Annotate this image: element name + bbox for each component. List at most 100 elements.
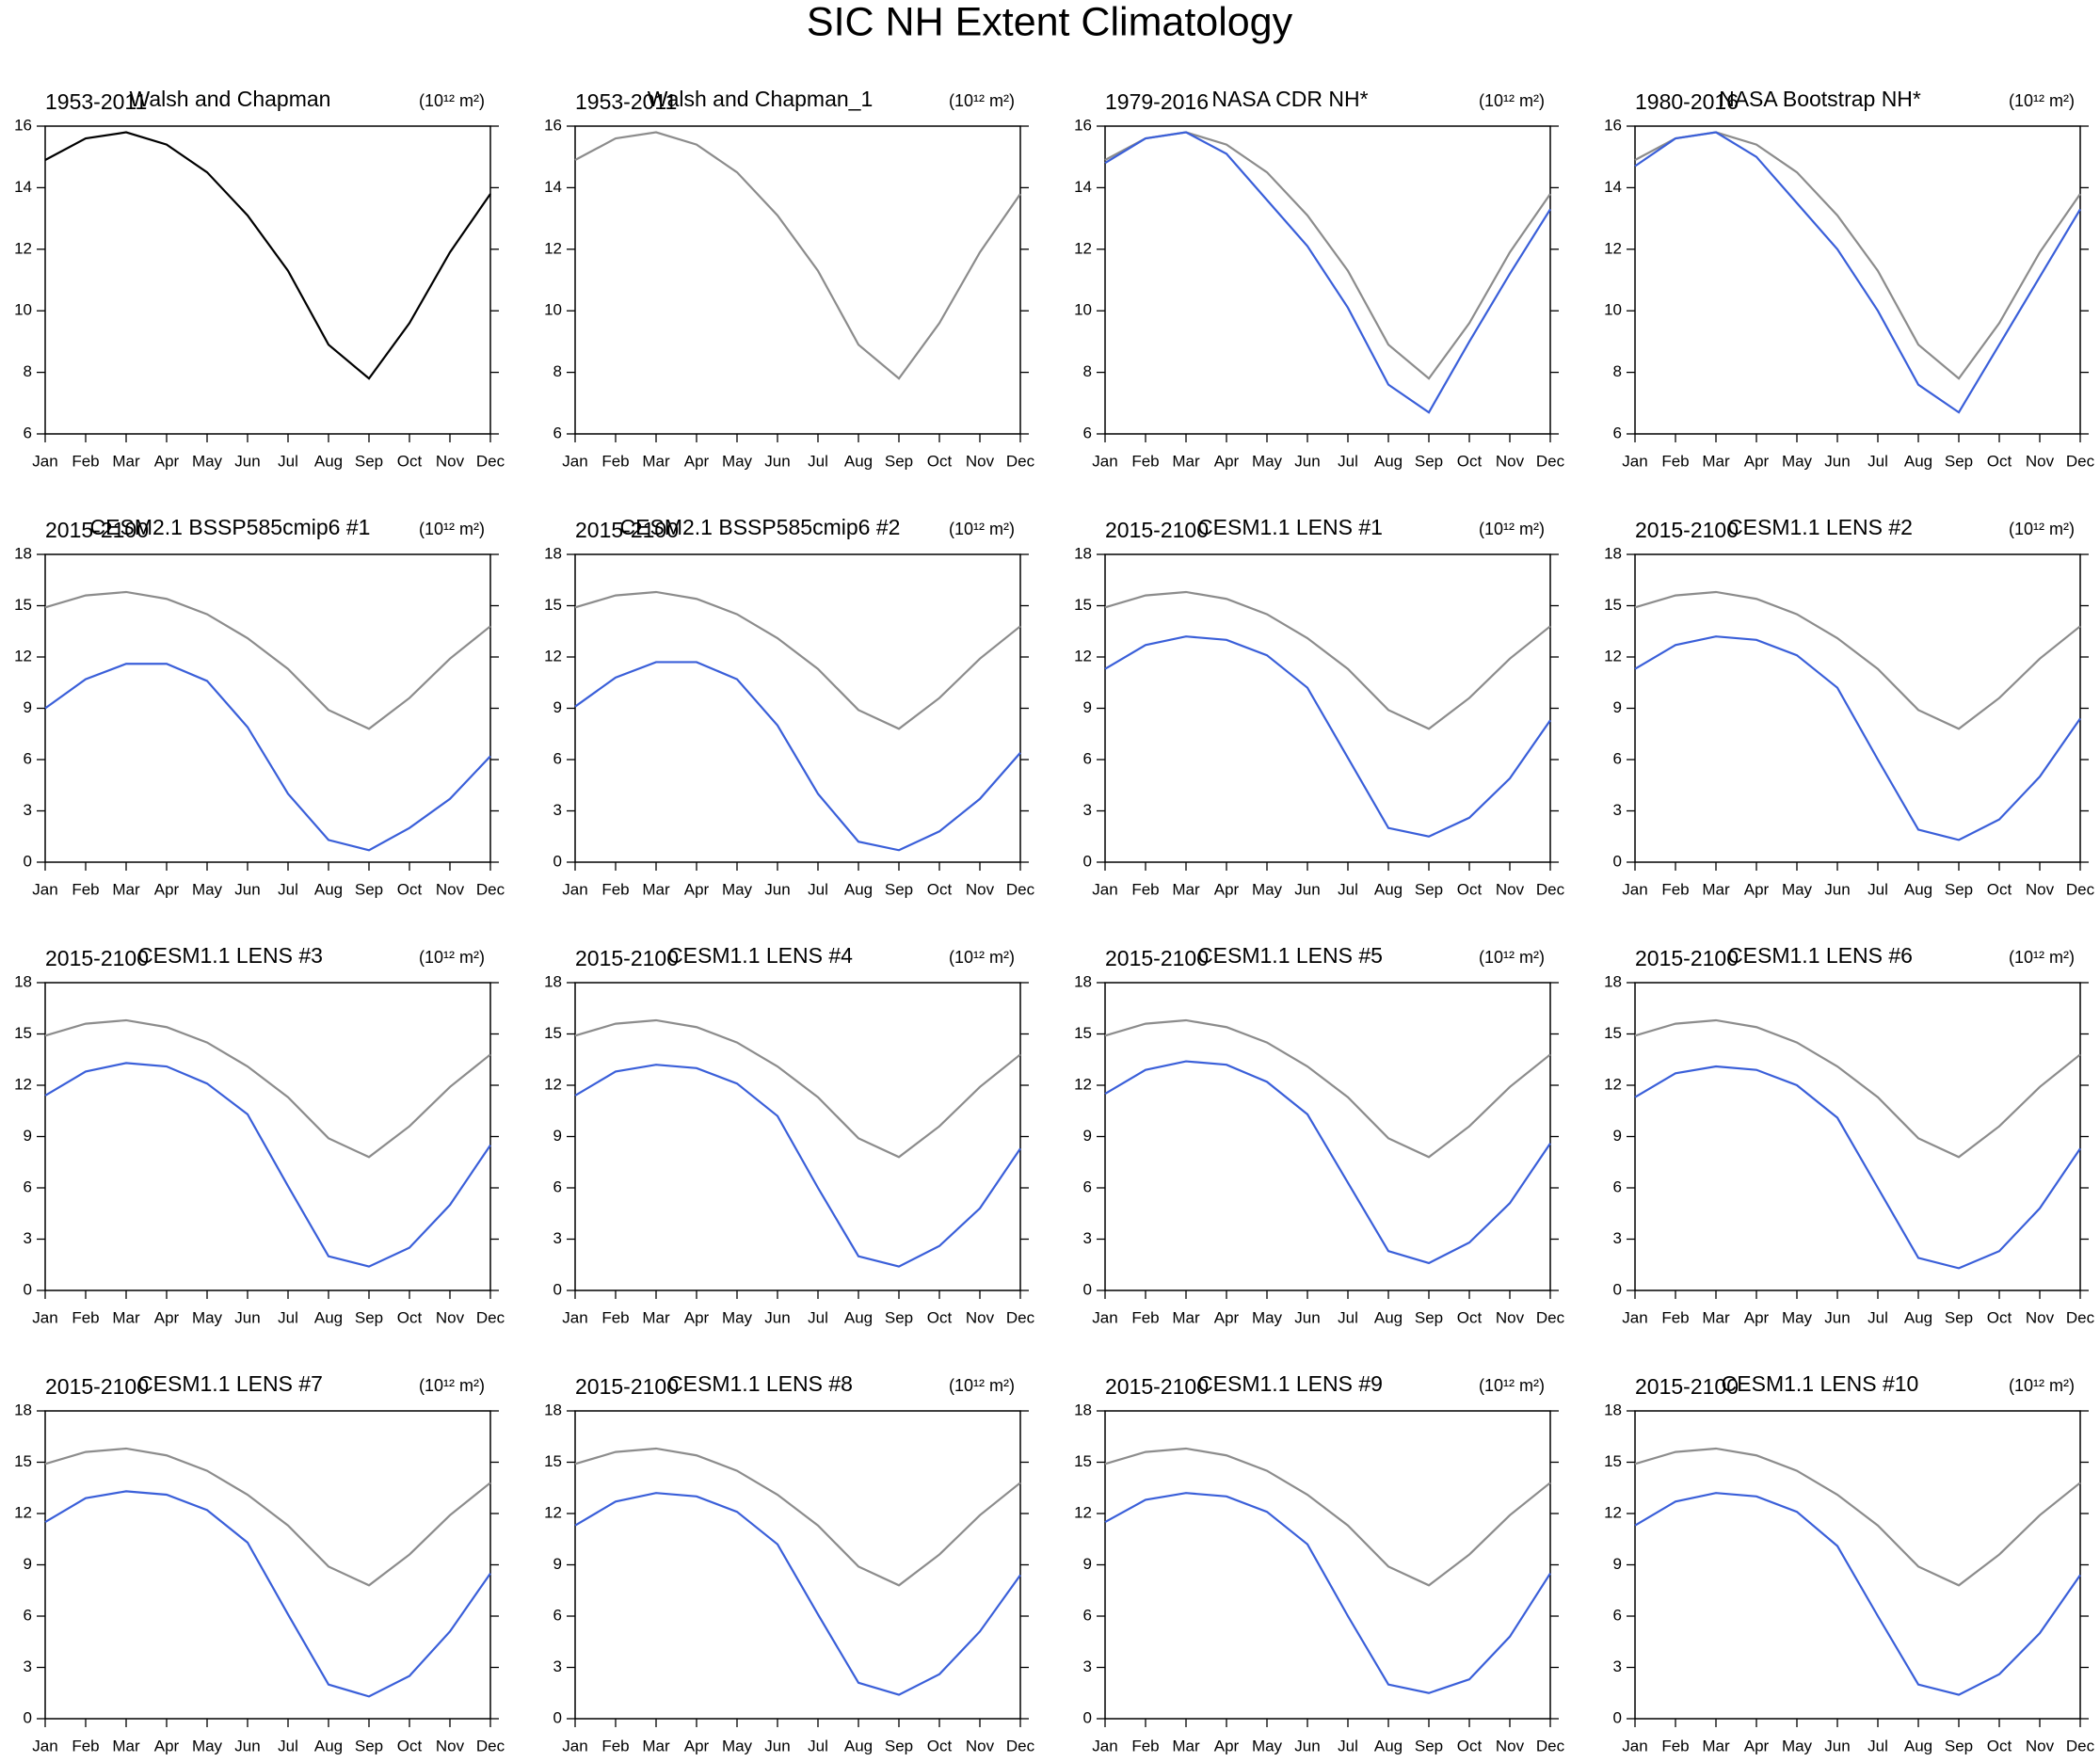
panel-period: 1953-2011 [45, 89, 147, 114]
y-tick-label: 16 [544, 116, 562, 134]
y-tick-label: 3 [553, 1658, 562, 1675]
y-tick-label: 6 [1083, 1606, 1092, 1624]
x-tick-label: Mar [642, 1737, 670, 1754]
series-line [574, 1064, 1021, 1268]
x-tick-label: May [722, 1737, 753, 1754]
y-tick-label: 9 [553, 698, 562, 716]
x-tick-label: Jun [1824, 880, 1850, 898]
x-tick-label: Aug [844, 452, 873, 470]
x-tick-label: Oct [1987, 1737, 2012, 1754]
y-tick-label: 3 [553, 1229, 562, 1247]
y-tick-label: 18 [1074, 1401, 1092, 1418]
panel-units: (10¹² m²) [419, 1376, 485, 1395]
panel-title: CESM2.1 BSSP585cmip6 #1 [90, 515, 371, 539]
panel-units: (10¹² m²) [949, 948, 1015, 967]
x-tick-label: Oct [1457, 452, 1483, 470]
x-tick-label: Feb [1661, 452, 1689, 470]
series-line [1104, 1018, 1551, 1159]
x-tick-label: Jul [278, 1308, 298, 1326]
panel-period: 1953-2011 [575, 89, 677, 114]
y-tick-label: 15 [14, 1024, 32, 1042]
panel-units: (10¹² m²) [419, 91, 485, 110]
y-tick-label: 9 [24, 1127, 32, 1145]
x-tick-label: May [722, 880, 753, 898]
panel-title: CESM1.1 LENS #10 [1722, 1371, 1919, 1396]
y-tick-label: 18 [544, 1401, 562, 1418]
series-line [1634, 1447, 2081, 1587]
y-tick-label: 12 [1074, 1075, 1092, 1093]
y-tick-label: 15 [14, 1452, 32, 1470]
x-tick-label: Mar [642, 452, 670, 470]
y-tick-label: 15 [14, 596, 32, 614]
y-tick-label: 9 [1613, 698, 1622, 716]
x-tick-label: Dec [476, 1308, 505, 1326]
x-tick-label: Jun [1824, 1737, 1850, 1754]
series-line [44, 1062, 491, 1268]
y-tick-label: 18 [1604, 972, 1622, 990]
y-tick-label: 15 [544, 1452, 562, 1470]
x-tick-label: Sep [885, 1308, 913, 1326]
x-tick-label: Feb [1131, 1308, 1159, 1326]
y-tick-label: 3 [1613, 801, 1622, 819]
x-tick-label: Aug [1904, 1308, 1932, 1326]
x-tick-label: Mar [1702, 880, 1730, 898]
x-tick-label: Aug [844, 1737, 873, 1754]
x-tick-label: Dec [2066, 1308, 2095, 1326]
x-tick-label: Jan [1092, 1308, 1117, 1326]
x-tick-label: Jun [764, 880, 790, 898]
y-tick-label: 0 [1083, 1708, 1092, 1726]
y-tick-label: 15 [1074, 1452, 1092, 1470]
x-tick-label: Jan [1622, 880, 1647, 898]
x-tick-label: Mar [642, 880, 670, 898]
x-tick-label: Jun [764, 1308, 790, 1326]
y-tick-label: 18 [1604, 1401, 1622, 1418]
x-tick-label: May [1252, 880, 1283, 898]
y-tick-label: 9 [1083, 698, 1092, 716]
y-tick-label: 16 [1074, 116, 1092, 134]
x-tick-label: Jul [1338, 1737, 1358, 1754]
x-tick-label: Mar [1702, 1737, 1730, 1754]
x-tick-label: Sep [885, 1737, 913, 1754]
x-tick-label: May [1252, 1737, 1283, 1754]
y-tick-label: 6 [553, 1177, 562, 1195]
plot-frame [44, 553, 491, 863]
x-tick-label: Apr [1744, 880, 1770, 898]
y-tick-label: 0 [1083, 1280, 1092, 1298]
x-tick-label: Aug [314, 1737, 343, 1754]
x-tick-label: Jul [808, 1308, 828, 1326]
y-tick-label: 15 [1604, 1024, 1622, 1042]
y-tick-label: 0 [1613, 1708, 1622, 1726]
panel-period: 1980-2016 [1635, 89, 1739, 114]
x-tick-label: Feb [601, 1308, 629, 1326]
series-line [44, 131, 491, 380]
panel-title: CESM1.1 LENS #6 [1727, 943, 1913, 968]
plot-frame [574, 1410, 1021, 1720]
x-tick-label: Mar [1172, 452, 1200, 470]
panel-units: (10¹² m²) [2009, 948, 2075, 967]
y-tick-label: 16 [1604, 116, 1622, 134]
panel-period: 2015-2100 [1635, 946, 1739, 970]
x-tick-label: Jul [1868, 452, 1888, 470]
y-tick-label: 6 [1083, 424, 1092, 441]
x-tick-label: Jun [764, 452, 790, 470]
x-tick-label: Jul [1338, 1308, 1358, 1326]
y-tick-label: 14 [1074, 178, 1092, 196]
x-tick-label: May [192, 1308, 223, 1326]
y-tick-label: 9 [553, 1127, 562, 1145]
plot-frame [1104, 982, 1551, 1291]
panel-period: 2015-2100 [575, 1374, 679, 1399]
x-tick-label: Nov [436, 452, 465, 470]
x-tick-label: Dec [1536, 1737, 1565, 1754]
x-tick-label: Jul [808, 880, 828, 898]
x-tick-label: Sep [1415, 1308, 1443, 1326]
x-tick-label: Jun [1294, 1737, 1320, 1754]
x-tick-label: Apr [1214, 1308, 1240, 1326]
y-tick-label: 3 [1613, 1229, 1622, 1247]
x-tick-label: May [722, 1308, 753, 1326]
y-tick-label: 15 [544, 596, 562, 614]
plot-frame [44, 125, 491, 435]
x-tick-label: Feb [72, 452, 99, 470]
panel-title: CESM1.1 LENS #8 [667, 1371, 853, 1396]
y-tick-label: 9 [1613, 1127, 1622, 1145]
x-tick-label: Sep [355, 1308, 383, 1326]
